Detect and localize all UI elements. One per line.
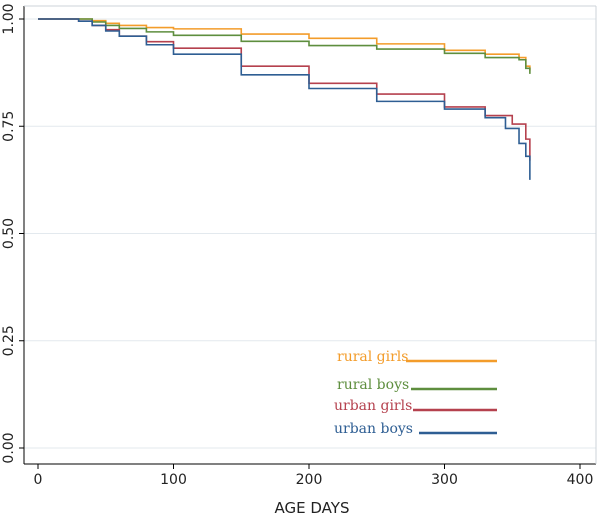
- y-tick-label: 0.75: [1, 111, 17, 142]
- legend: rural girls rural boys urban girls urban bo…: [334, 349, 497, 437]
- y-tick-label: 1.00: [1, 3, 17, 34]
- y-tick-label: 0.50: [1, 218, 17, 249]
- x-tick-label: 200: [296, 472, 323, 488]
- x-tick-label: 300: [431, 472, 458, 488]
- x-axis-title: AGE DAYS: [275, 499, 350, 517]
- legend-label: urban girls: [334, 398, 412, 414]
- legend-label: rural girls: [337, 349, 408, 365]
- y-tick-label: 0.25: [1, 325, 17, 356]
- gridlines: [24, 18, 596, 449]
- y-tick-label: 0.00: [1, 432, 17, 463]
- series-lines: [38, 18, 531, 180]
- legend-label: rural boys: [337, 377, 409, 393]
- x-tick-label: 400: [567, 472, 594, 488]
- series-line-rural-boys: [38, 18, 531, 74]
- axes: 0.00 0.25 0.50 0.75 1.00 0 100 200 300 400: [1, 3, 597, 488]
- x-tick-label: 100: [160, 472, 187, 488]
- series-line-urban-boys: [38, 18, 531, 180]
- x-tick-label: 0: [34, 472, 43, 488]
- legend-label: urban boys: [334, 421, 413, 437]
